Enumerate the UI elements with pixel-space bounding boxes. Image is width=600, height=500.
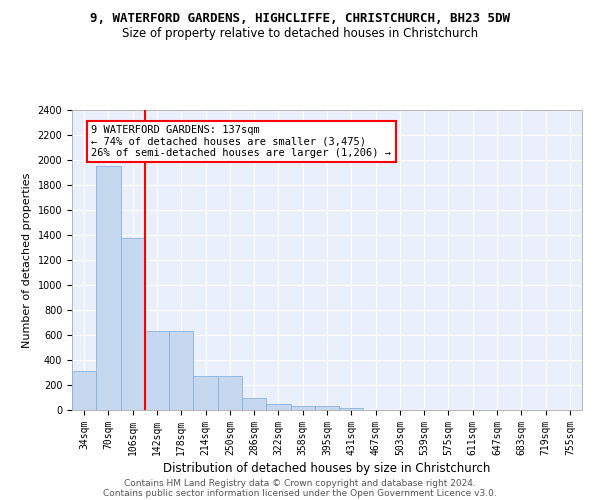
Bar xyxy=(242,398,266,410)
Text: Contains public sector information licensed under the Open Government Licence v3: Contains public sector information licen… xyxy=(103,488,497,498)
Bar xyxy=(121,238,145,410)
Text: 9 WATERFORD GARDENS: 137sqm
← 74% of detached houses are smaller (3,475)
26% of : 9 WATERFORD GARDENS: 137sqm ← 74% of det… xyxy=(91,125,391,158)
Text: Size of property relative to detached houses in Christchurch: Size of property relative to detached ho… xyxy=(122,28,478,40)
Bar xyxy=(145,331,169,410)
Bar xyxy=(72,370,96,410)
Bar xyxy=(96,166,121,410)
Y-axis label: Number of detached properties: Number of detached properties xyxy=(22,172,32,348)
Bar xyxy=(290,406,315,410)
Bar xyxy=(339,408,364,410)
Bar xyxy=(193,376,218,410)
Bar xyxy=(266,404,290,410)
Bar xyxy=(315,406,339,410)
Bar xyxy=(218,376,242,410)
Text: 9, WATERFORD GARDENS, HIGHCLIFFE, CHRISTCHURCH, BH23 5DW: 9, WATERFORD GARDENS, HIGHCLIFFE, CHRIST… xyxy=(90,12,510,26)
Text: Contains HM Land Registry data © Crown copyright and database right 2024.: Contains HM Land Registry data © Crown c… xyxy=(124,478,476,488)
Bar xyxy=(169,331,193,410)
X-axis label: Distribution of detached houses by size in Christchurch: Distribution of detached houses by size … xyxy=(163,462,491,475)
